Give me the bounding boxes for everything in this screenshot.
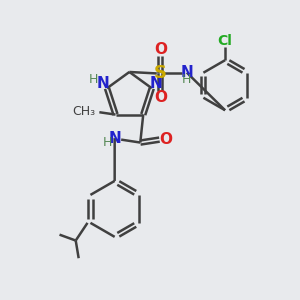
Text: H: H — [182, 73, 191, 86]
Text: S: S — [154, 64, 167, 82]
Text: N: N — [180, 65, 193, 80]
Text: H: H — [103, 136, 112, 149]
Text: CH₃: CH₃ — [72, 105, 95, 118]
Text: N: N — [96, 76, 109, 91]
Text: O: O — [154, 90, 167, 105]
Text: O: O — [159, 132, 172, 147]
Text: N: N — [108, 130, 121, 146]
Text: N: N — [150, 76, 163, 91]
Text: O: O — [154, 42, 167, 57]
Text: H: H — [89, 73, 98, 86]
Text: Cl: Cl — [218, 34, 232, 48]
